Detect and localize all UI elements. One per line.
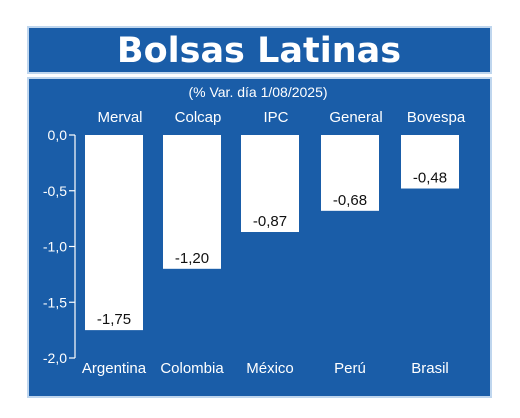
index-label: Colcap — [175, 109, 222, 126]
bar-value-label: -0,87 — [253, 213, 287, 230]
bar-value-label: -0,48 — [413, 170, 447, 187]
chart-subtitle: (% Var. día 1/08/2025) — [188, 84, 327, 100]
y-tick-label: -2,0 — [43, 350, 67, 366]
bar — [85, 135, 143, 331]
bar — [321, 135, 379, 211]
bar-value-label: -0,68 — [333, 192, 367, 209]
index-label: Merval — [97, 109, 142, 126]
bar — [163, 135, 221, 269]
y-tick-label: -1,0 — [43, 239, 67, 255]
chart-title: Bolsas Latinas — [117, 31, 401, 71]
bar — [241, 135, 299, 233]
x-tick-label: Perú — [334, 360, 366, 377]
x-tick-label: Brasil — [411, 360, 449, 377]
y-tick-label: -0,5 — [43, 183, 67, 199]
bar-value-label: -1,20 — [175, 250, 209, 267]
bar-value-label: -1,75 — [97, 311, 131, 328]
bar — [401, 135, 459, 189]
title-band — [27, 26, 492, 74]
bars: -1,75 Merval Argentina -1,20 Colcap Colombia -… — [82, 109, 466, 377]
index-label: Bovespa — [407, 109, 466, 126]
x-tick-label: México — [246, 360, 294, 377]
y-tick-label: -1,5 — [43, 294, 67, 310]
index-label: General — [329, 109, 382, 126]
y-tick-label: 0,0 — [48, 127, 68, 143]
y-axis: 0,0 -0,5 -1,0 -1,5 -2,0 — [43, 127, 76, 366]
x-tick-label: Colombia — [160, 360, 224, 377]
index-label: IPC — [263, 109, 288, 126]
x-tick-label: Argentina — [82, 360, 147, 377]
